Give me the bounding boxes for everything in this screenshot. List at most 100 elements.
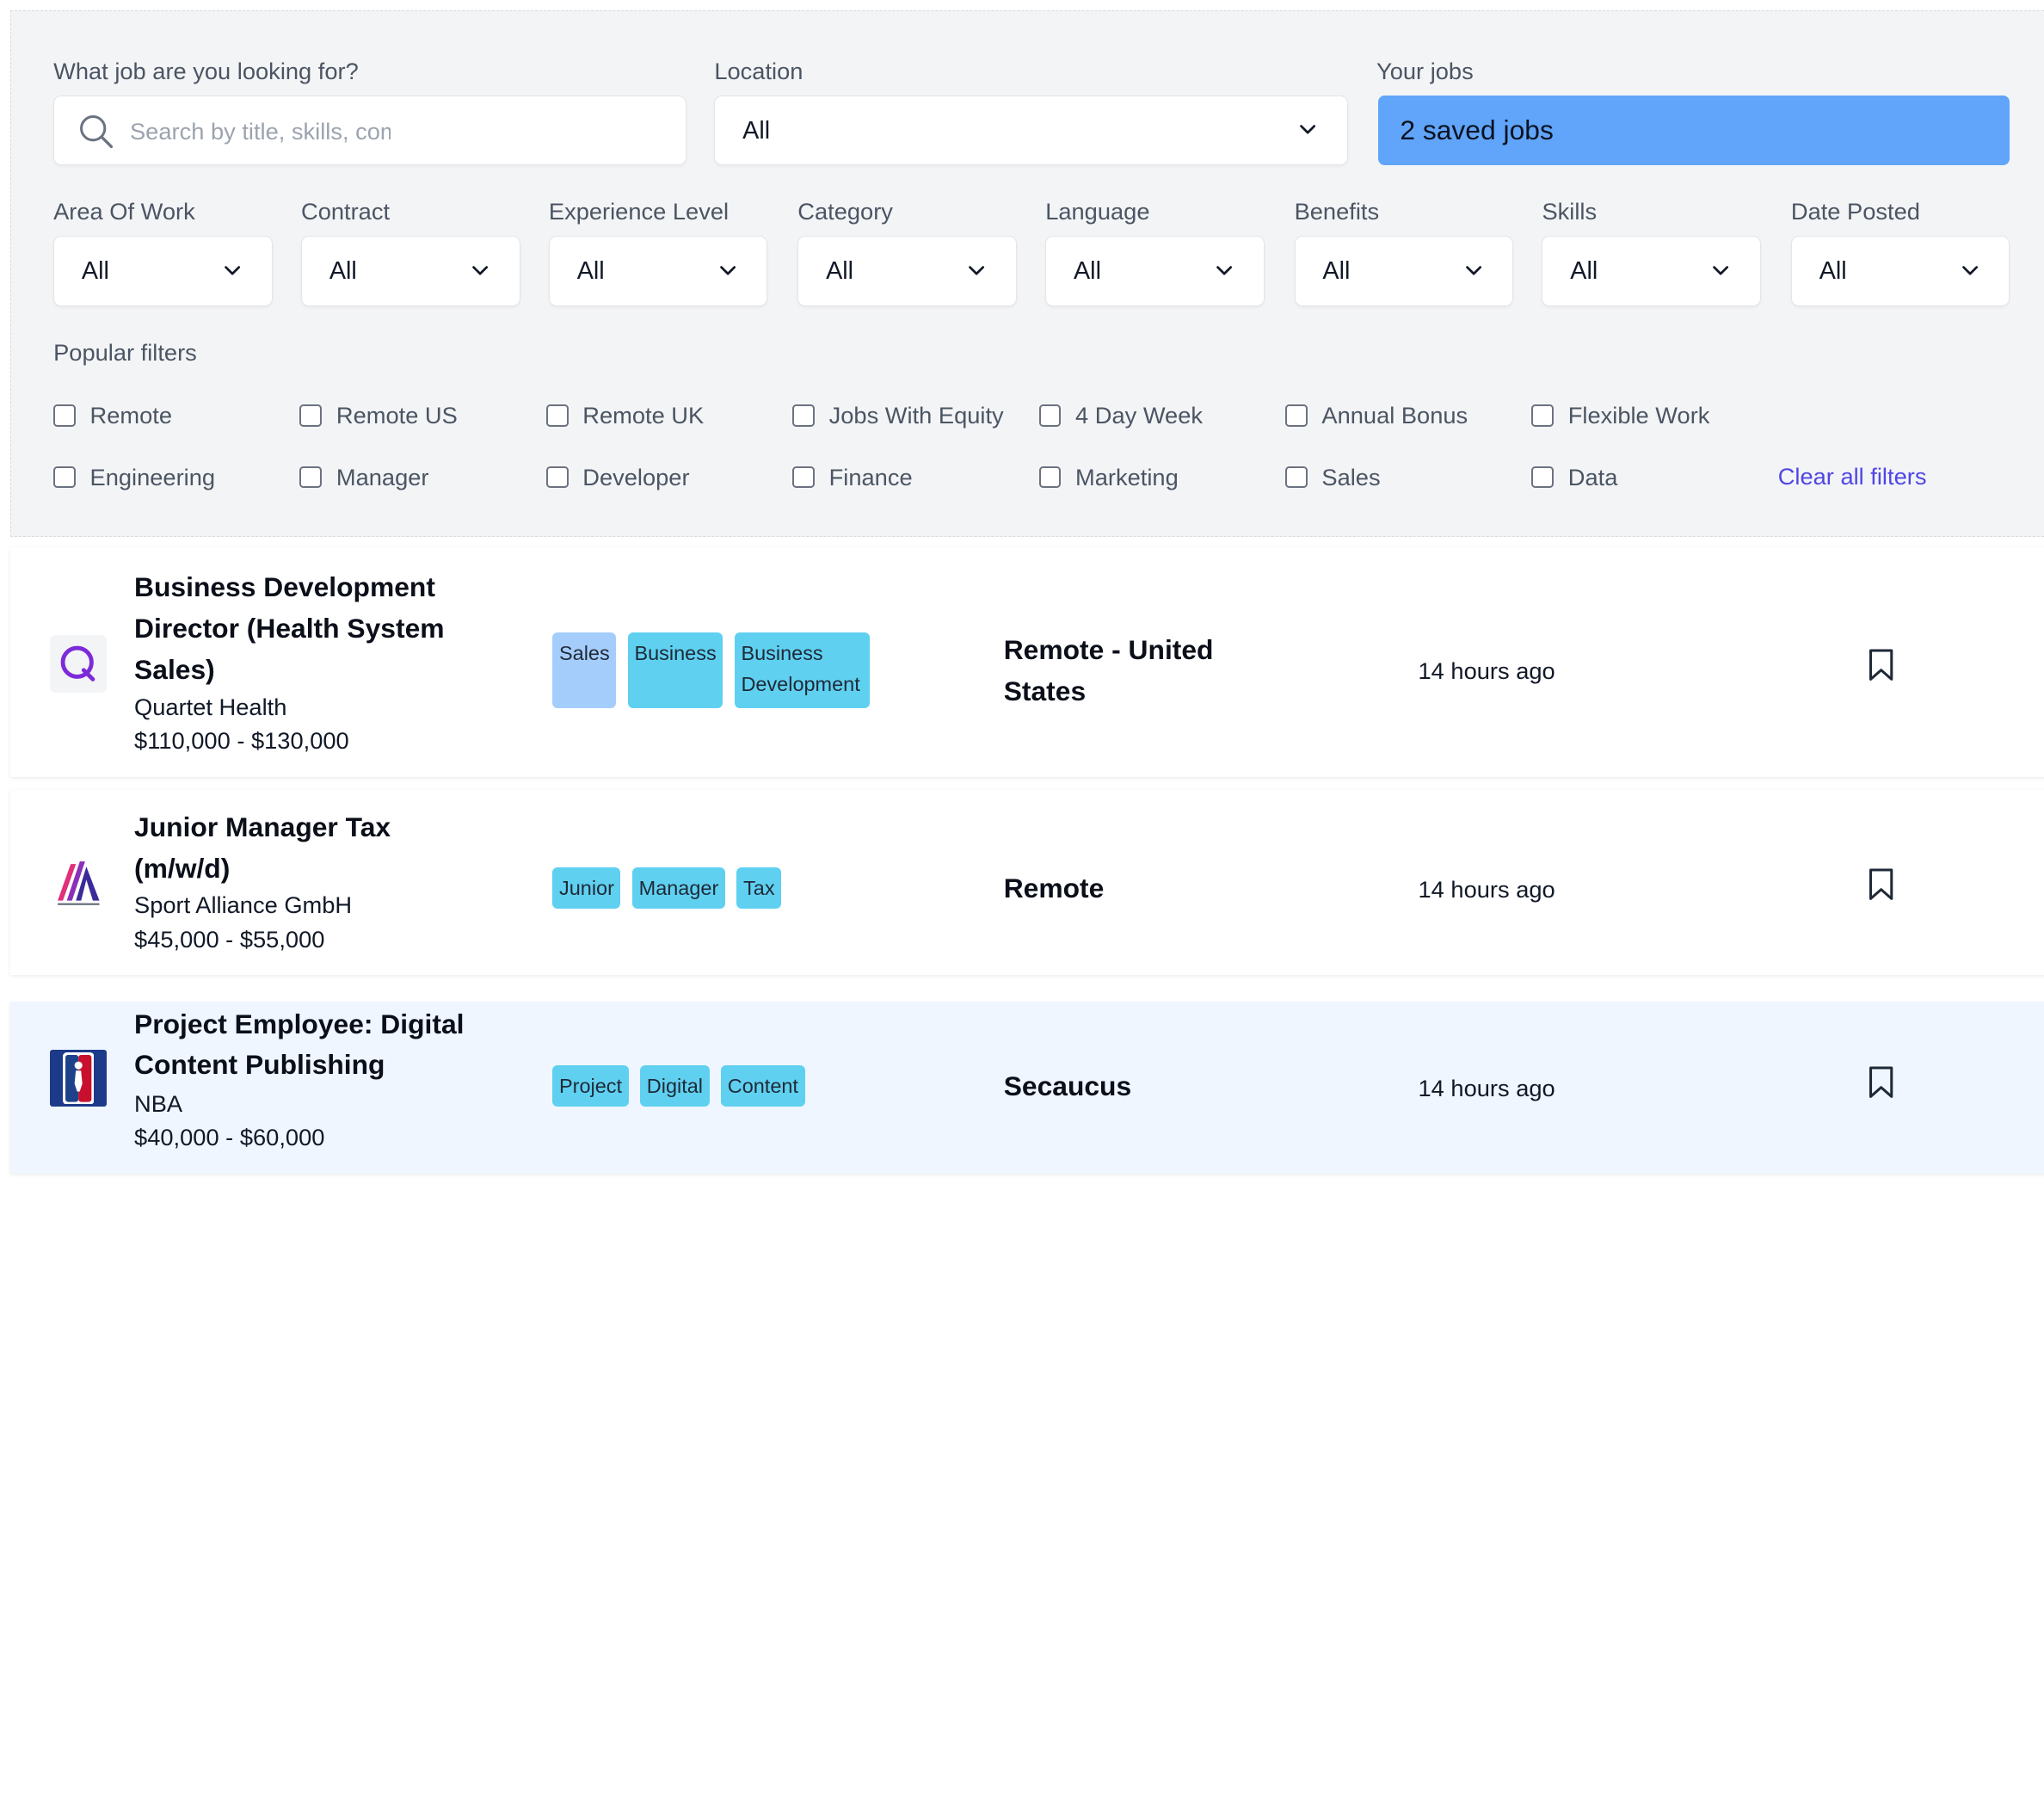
bookmark-icon[interactable]	[1867, 648, 1895, 681]
filter-label-skills: Skills	[1542, 198, 1598, 225]
checkbox-label: Annual Bonus	[1321, 402, 1468, 429]
chevron-down-icon	[720, 265, 736, 275]
checkbox-label: Remote	[89, 402, 172, 429]
checkbox-engineering[interactable]: Engineering	[53, 463, 215, 491]
checkbox-sales[interactable]: Sales	[1284, 463, 1381, 491]
job-row[interactable]: Project Employee: Digital Content Publis…	[10, 1001, 2044, 1174]
search-label: What job are you looking for?	[53, 57, 359, 84]
tag[interactable]: Digital	[640, 1064, 710, 1107]
tag[interactable]: Business Development	[734, 632, 871, 708]
checkbox-box[interactable]	[545, 404, 569, 428]
job-title[interactable]: Business Development Director (Health Sy…	[134, 567, 444, 690]
tag[interactable]: Manager	[632, 866, 725, 910]
checkbox-flexible-work[interactable]: Flexible Work	[1531, 402, 1709, 430]
checkbox-label: Engineering	[89, 463, 216, 490]
checkbox-annual-bonus[interactable]: Annual Bonus	[1284, 402, 1468, 430]
job-location-line: Remote - United	[1003, 633, 1214, 665]
job-location-line: Secaucus	[1003, 1070, 1132, 1102]
tag[interactable]: Junior	[552, 866, 621, 910]
location-select[interactable]: All	[714, 95, 1348, 166]
filter-select-benefits[interactable]: All	[1294, 236, 1514, 307]
job-row[interactable]: Business Development Director (Health Sy…	[10, 547, 2044, 778]
filter-select-skills[interactable]: All	[1542, 236, 1762, 307]
tag[interactable]: Business	[627, 632, 723, 708]
filter-select-contract[interactable]: All	[301, 236, 520, 307]
job-title-line: Content Publishing	[134, 1049, 385, 1081]
filter-select-area-of-work[interactable]: All	[53, 236, 273, 307]
location-label: Location	[714, 57, 803, 84]
job-title-line: Director (Health System	[134, 612, 445, 644]
checkbox-4-day-week[interactable]: 4 Day Week	[1038, 402, 1204, 430]
filter-value: All	[81, 257, 109, 286]
search-field[interactable]	[53, 95, 687, 166]
checkbox-manager[interactable]: Manager	[299, 463, 429, 491]
your-jobs-label: Your jobs	[1376, 57, 1474, 84]
posted-time: 14 hours ago	[1418, 657, 1555, 684]
checkbox-box[interactable]	[1531, 466, 1555, 489]
checkbox-label: Flexible Work	[1567, 402, 1710, 429]
checkbox-remote-uk[interactable]: Remote UK	[545, 402, 705, 430]
nba-logo	[49, 1049, 108, 1107]
tag[interactable]: Project	[552, 1064, 629, 1107]
filter-select-category[interactable]: All	[797, 236, 1017, 307]
checkbox-box[interactable]	[1284, 404, 1308, 428]
bookmark-icon[interactable]	[1867, 1065, 1895, 1099]
filter-value: All	[1819, 257, 1847, 286]
checkbox-developer[interactable]: Developer	[545, 463, 690, 491]
job-title[interactable]: Project Employee: Digital Content Publis…	[134, 1004, 464, 1086]
company-name: Quartet Health	[134, 694, 287, 721]
checkbox-box[interactable]	[1038, 466, 1062, 489]
filter-select-language[interactable]: All	[1045, 236, 1265, 307]
bookmark-icon[interactable]	[1867, 867, 1895, 901]
checkbox-label: Developer	[582, 463, 690, 490]
posted-time: 14 hours ago	[1418, 876, 1555, 904]
company-name: NBA	[134, 1089, 183, 1117]
checkbox-box[interactable]	[53, 404, 76, 428]
filter-value: All	[1074, 257, 1101, 286]
checkbox-label: Data	[1567, 463, 1618, 490]
saved-jobs-button[interactable]: 2 saved jobs	[1377, 95, 2010, 166]
checkbox-box[interactable]	[53, 466, 76, 489]
checkbox-marketing[interactable]: Marketing	[1038, 463, 1179, 491]
checkbox-box[interactable]	[1531, 404, 1555, 428]
job-location-line: Remote	[1003, 873, 1105, 904]
chevron-down-icon	[1216, 265, 1233, 275]
checkbox-remote[interactable]: Remote	[53, 402, 172, 430]
checkbox-box[interactable]	[792, 404, 815, 428]
chevron-down-icon	[1713, 265, 1729, 275]
job-title-line: Project Employee: Digital	[134, 1008, 465, 1039]
job-title[interactable]: Junior Manager Tax (m/w/d)	[134, 807, 391, 889]
filter-label-category: Category	[797, 198, 893, 225]
job-row[interactable]: Junior Manager Tax (m/w/d) Sport Allianc…	[10, 790, 2044, 976]
checkbox-label: Sales	[1321, 463, 1381, 490]
clear-all-filters-link[interactable]: Clear all filters	[1777, 462, 1927, 490]
filter-select-experience-level[interactable]: All	[548, 236, 768, 307]
tag[interactable]: Tax	[736, 866, 782, 910]
tag[interactable]: Content	[721, 1064, 805, 1107]
checkbox-jobs-with-equity[interactable]: Jobs With Equity	[792, 402, 1004, 430]
checkbox-box[interactable]	[1284, 466, 1308, 489]
checkbox-label: Remote UK	[582, 402, 705, 429]
checkbox-label: 4 Day Week	[1075, 402, 1204, 429]
checkbox-box[interactable]	[792, 466, 815, 489]
checkbox-data[interactable]: Data	[1531, 463, 1617, 491]
checkbox-finance[interactable]: Finance	[792, 463, 913, 491]
popular-filters-label: Popular filters	[53, 338, 197, 366]
checkbox-box[interactable]	[1038, 404, 1062, 428]
filter-select-date-posted[interactable]: All	[1790, 236, 2010, 307]
filter-label-experience-level: Experience Level	[548, 198, 730, 225]
search-input[interactable]	[129, 111, 391, 151]
chevron-down-icon	[1465, 265, 1481, 275]
checkbox-box[interactable]	[545, 466, 569, 489]
filter-value: All	[1570, 257, 1598, 286]
checkbox-box[interactable]	[299, 404, 323, 428]
checkbox-remote-us[interactable]: Remote US	[299, 402, 458, 430]
search-icon	[80, 115, 114, 149]
filter-value: All	[576, 257, 605, 286]
checkbox-box[interactable]	[299, 466, 323, 489]
chevron-down-icon	[225, 265, 241, 275]
quartet-health-logo-mark	[60, 645, 95, 681]
posted-time: 14 hours ago	[1418, 1074, 1555, 1101]
salary-range: $110,000 - $130,000	[134, 727, 349, 755]
tag[interactable]: Sales	[552, 632, 617, 708]
